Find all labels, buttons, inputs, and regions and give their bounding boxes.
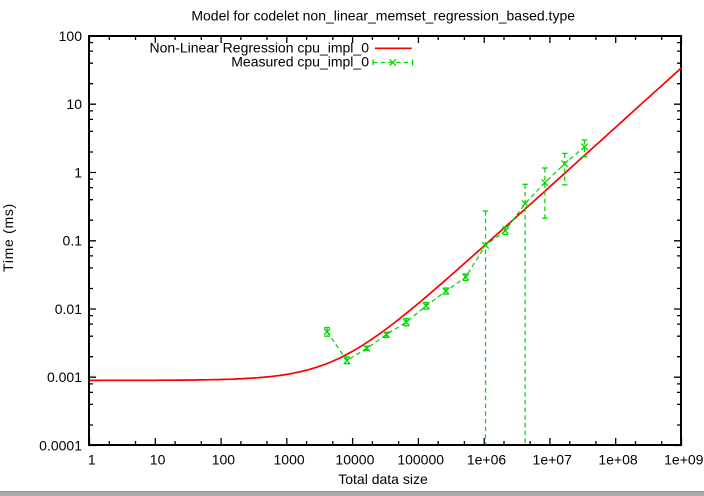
svg-text:Non-Linear Regression cpu_impl: Non-Linear Regression cpu_impl_0 — [150, 39, 370, 55]
svg-text:100: 100 — [212, 451, 236, 467]
svg-text:0.001: 0.001 — [47, 369, 82, 385]
svg-text:1000: 1000 — [274, 451, 305, 467]
svg-text:10: 10 — [66, 96, 82, 112]
svg-text:1: 1 — [74, 164, 82, 180]
svg-text:Model for codelet non_linear_m: Model for codelet non_linear_memset_regr… — [191, 8, 575, 24]
svg-text:1e+08: 1e+08 — [598, 451, 638, 467]
svg-text:100000: 100000 — [397, 451, 444, 467]
svg-text:10: 10 — [150, 451, 166, 467]
svg-text:Measured cpu_impl_0: Measured cpu_impl_0 — [231, 54, 369, 70]
svg-text:1e+06: 1e+06 — [467, 451, 507, 467]
svg-text:0.0001: 0.0001 — [39, 437, 82, 453]
svg-text:0.1: 0.1 — [63, 233, 83, 249]
svg-text:1e+07: 1e+07 — [533, 451, 573, 467]
svg-text:1: 1 — [88, 451, 96, 467]
svg-text:10000: 10000 — [335, 451, 374, 467]
svg-text:0.01: 0.01 — [55, 301, 82, 317]
svg-text:Time (ms): Time (ms) — [0, 203, 16, 272]
svg-text:Total data size: Total data size — [338, 471, 428, 487]
svg-text:1e+09: 1e+09 — [664, 451, 704, 467]
svg-text:100: 100 — [59, 28, 83, 44]
